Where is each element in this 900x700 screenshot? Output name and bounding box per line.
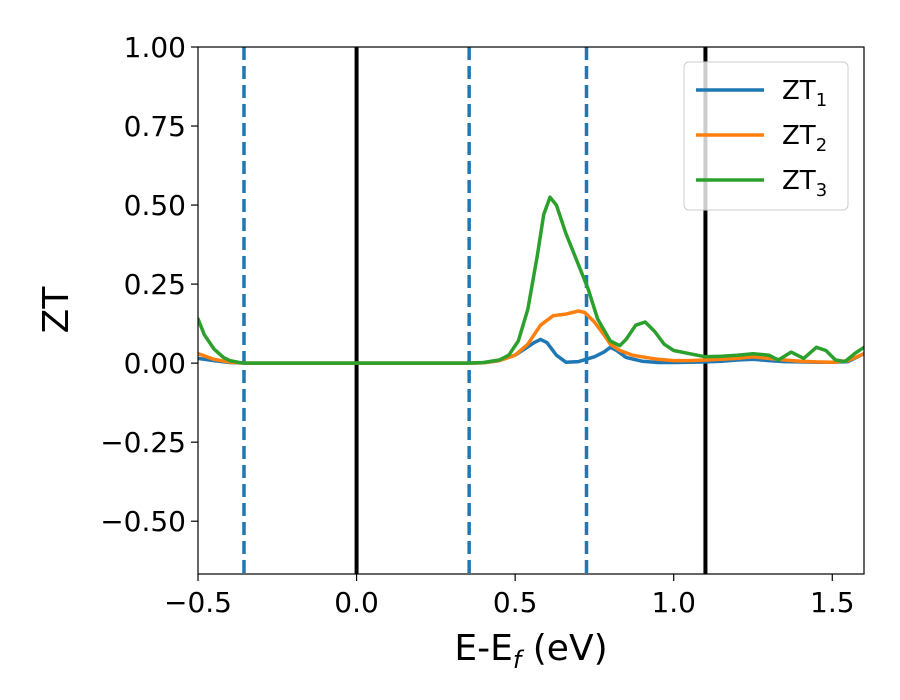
plot-frame	[197, 46, 865, 575]
x-tick-label: 1.5	[810, 586, 855, 619]
series-line-zt3	[198, 195, 864, 365]
series-lines	[198, 195, 864, 365]
y-axis-ticks: −0.50 −0.25 0.00 0.25 0.50 0.75 1.00	[100, 31, 198, 538]
y-tick-label: 0.75	[124, 110, 186, 143]
legend-box	[683, 61, 849, 211]
y-tick-label: −0.25	[100, 426, 186, 459]
y-tick-label: 0.25	[124, 268, 186, 301]
x-axis-title: E-Ef (eV)	[454, 628, 607, 674]
x-tick-label: 0.5	[493, 586, 538, 619]
legend: ZT1 ZT2 ZT3	[683, 61, 849, 211]
legend-label-zt3: ZT3	[782, 166, 827, 201]
legend-label-zt2: ZT2	[782, 121, 827, 156]
x-tick-label: −0.5	[164, 586, 232, 619]
legend-label-zt1: ZT1	[782, 76, 827, 111]
x-axis-ticks: −0.5 0.0 0.5 1.0 1.5	[164, 574, 855, 619]
y-tick-label: −0.50	[100, 505, 186, 538]
y-axis-title: ZT	[36, 286, 77, 334]
y-tick-label: 0.00	[124, 347, 186, 380]
x-tick-label: 1.0	[651, 586, 696, 619]
x-tick-label: 0.0	[334, 586, 379, 619]
y-tick-label: 1.00	[124, 31, 186, 64]
y-tick-label: 0.50	[124, 189, 186, 222]
